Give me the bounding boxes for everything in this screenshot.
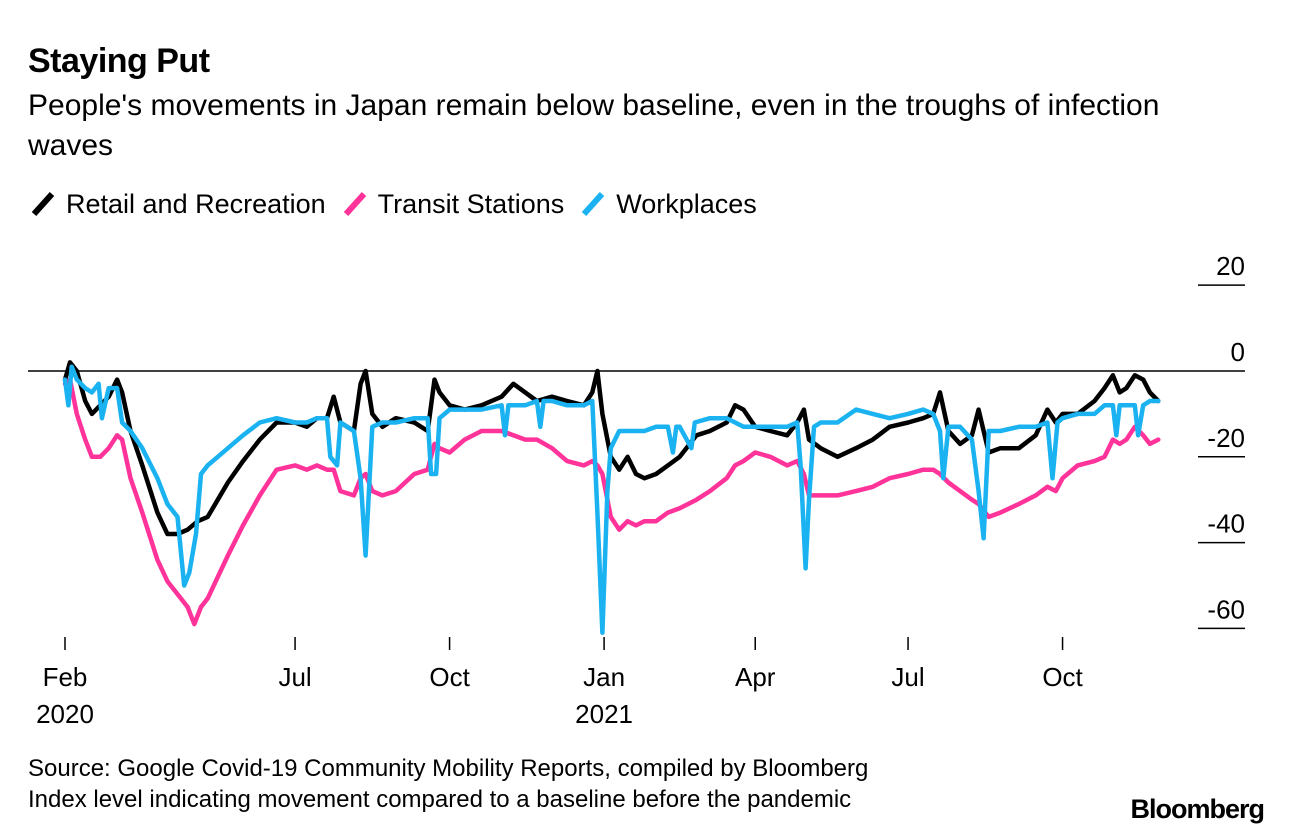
legend-item-workplaces: Workplaces: [578, 188, 757, 220]
series-line-retail-recreation: [62, 360, 1161, 537]
series-line-transit-stations: [62, 377, 1161, 627]
x-year-label: 2021: [575, 699, 633, 729]
y-tick-label: -60: [1207, 594, 1245, 624]
x-tick-label: Oct: [429, 662, 470, 692]
x-year-label: 2020: [36, 699, 94, 729]
series-line-workplaces: [62, 364, 1161, 635]
y-tick-label: -40: [1207, 509, 1245, 539]
source-note: Source: Google Covid-19 Community Mobili…: [28, 755, 869, 782]
x-tick-label: Jul: [278, 662, 311, 692]
legend-swatch-transit: [343, 191, 366, 217]
x-tick-label: Feb: [43, 662, 88, 692]
legend-item-retail: Retail and Recreation: [28, 188, 326, 220]
y-tick-label: 0: [1231, 337, 1245, 367]
legend-swatch-workplaces: [582, 191, 605, 217]
x-tick-label: Oct: [1042, 662, 1083, 692]
legend: Retail and Recreation Transit Stations W…: [28, 188, 771, 220]
x-tick-label: Jan: [583, 662, 625, 692]
x-tick-label: Apr: [735, 662, 776, 692]
index-note: Index level indicating movement compared…: [28, 786, 852, 813]
legend-label-workplaces: Workplaces: [616, 188, 757, 219]
legend-swatch-retail: [31, 191, 55, 217]
footer: Source: Google Covid-19 Community Mobili…: [28, 753, 868, 815]
legend-item-transit: Transit Stations: [340, 188, 565, 220]
x-tick-label: Jul: [891, 662, 924, 692]
y-tick-label: -20: [1207, 423, 1245, 453]
legend-label-transit: Transit Stations: [377, 188, 565, 219]
chart-subtitle: People's movements in Japan remain below…: [28, 89, 1160, 162]
legend-label-retail: Retail and Recreation: [66, 188, 326, 219]
y-tick-label: 20: [1216, 251, 1245, 281]
chart-title: Staying Put: [28, 42, 210, 80]
bloomberg-logo: Bloomberg: [1130, 794, 1265, 824]
